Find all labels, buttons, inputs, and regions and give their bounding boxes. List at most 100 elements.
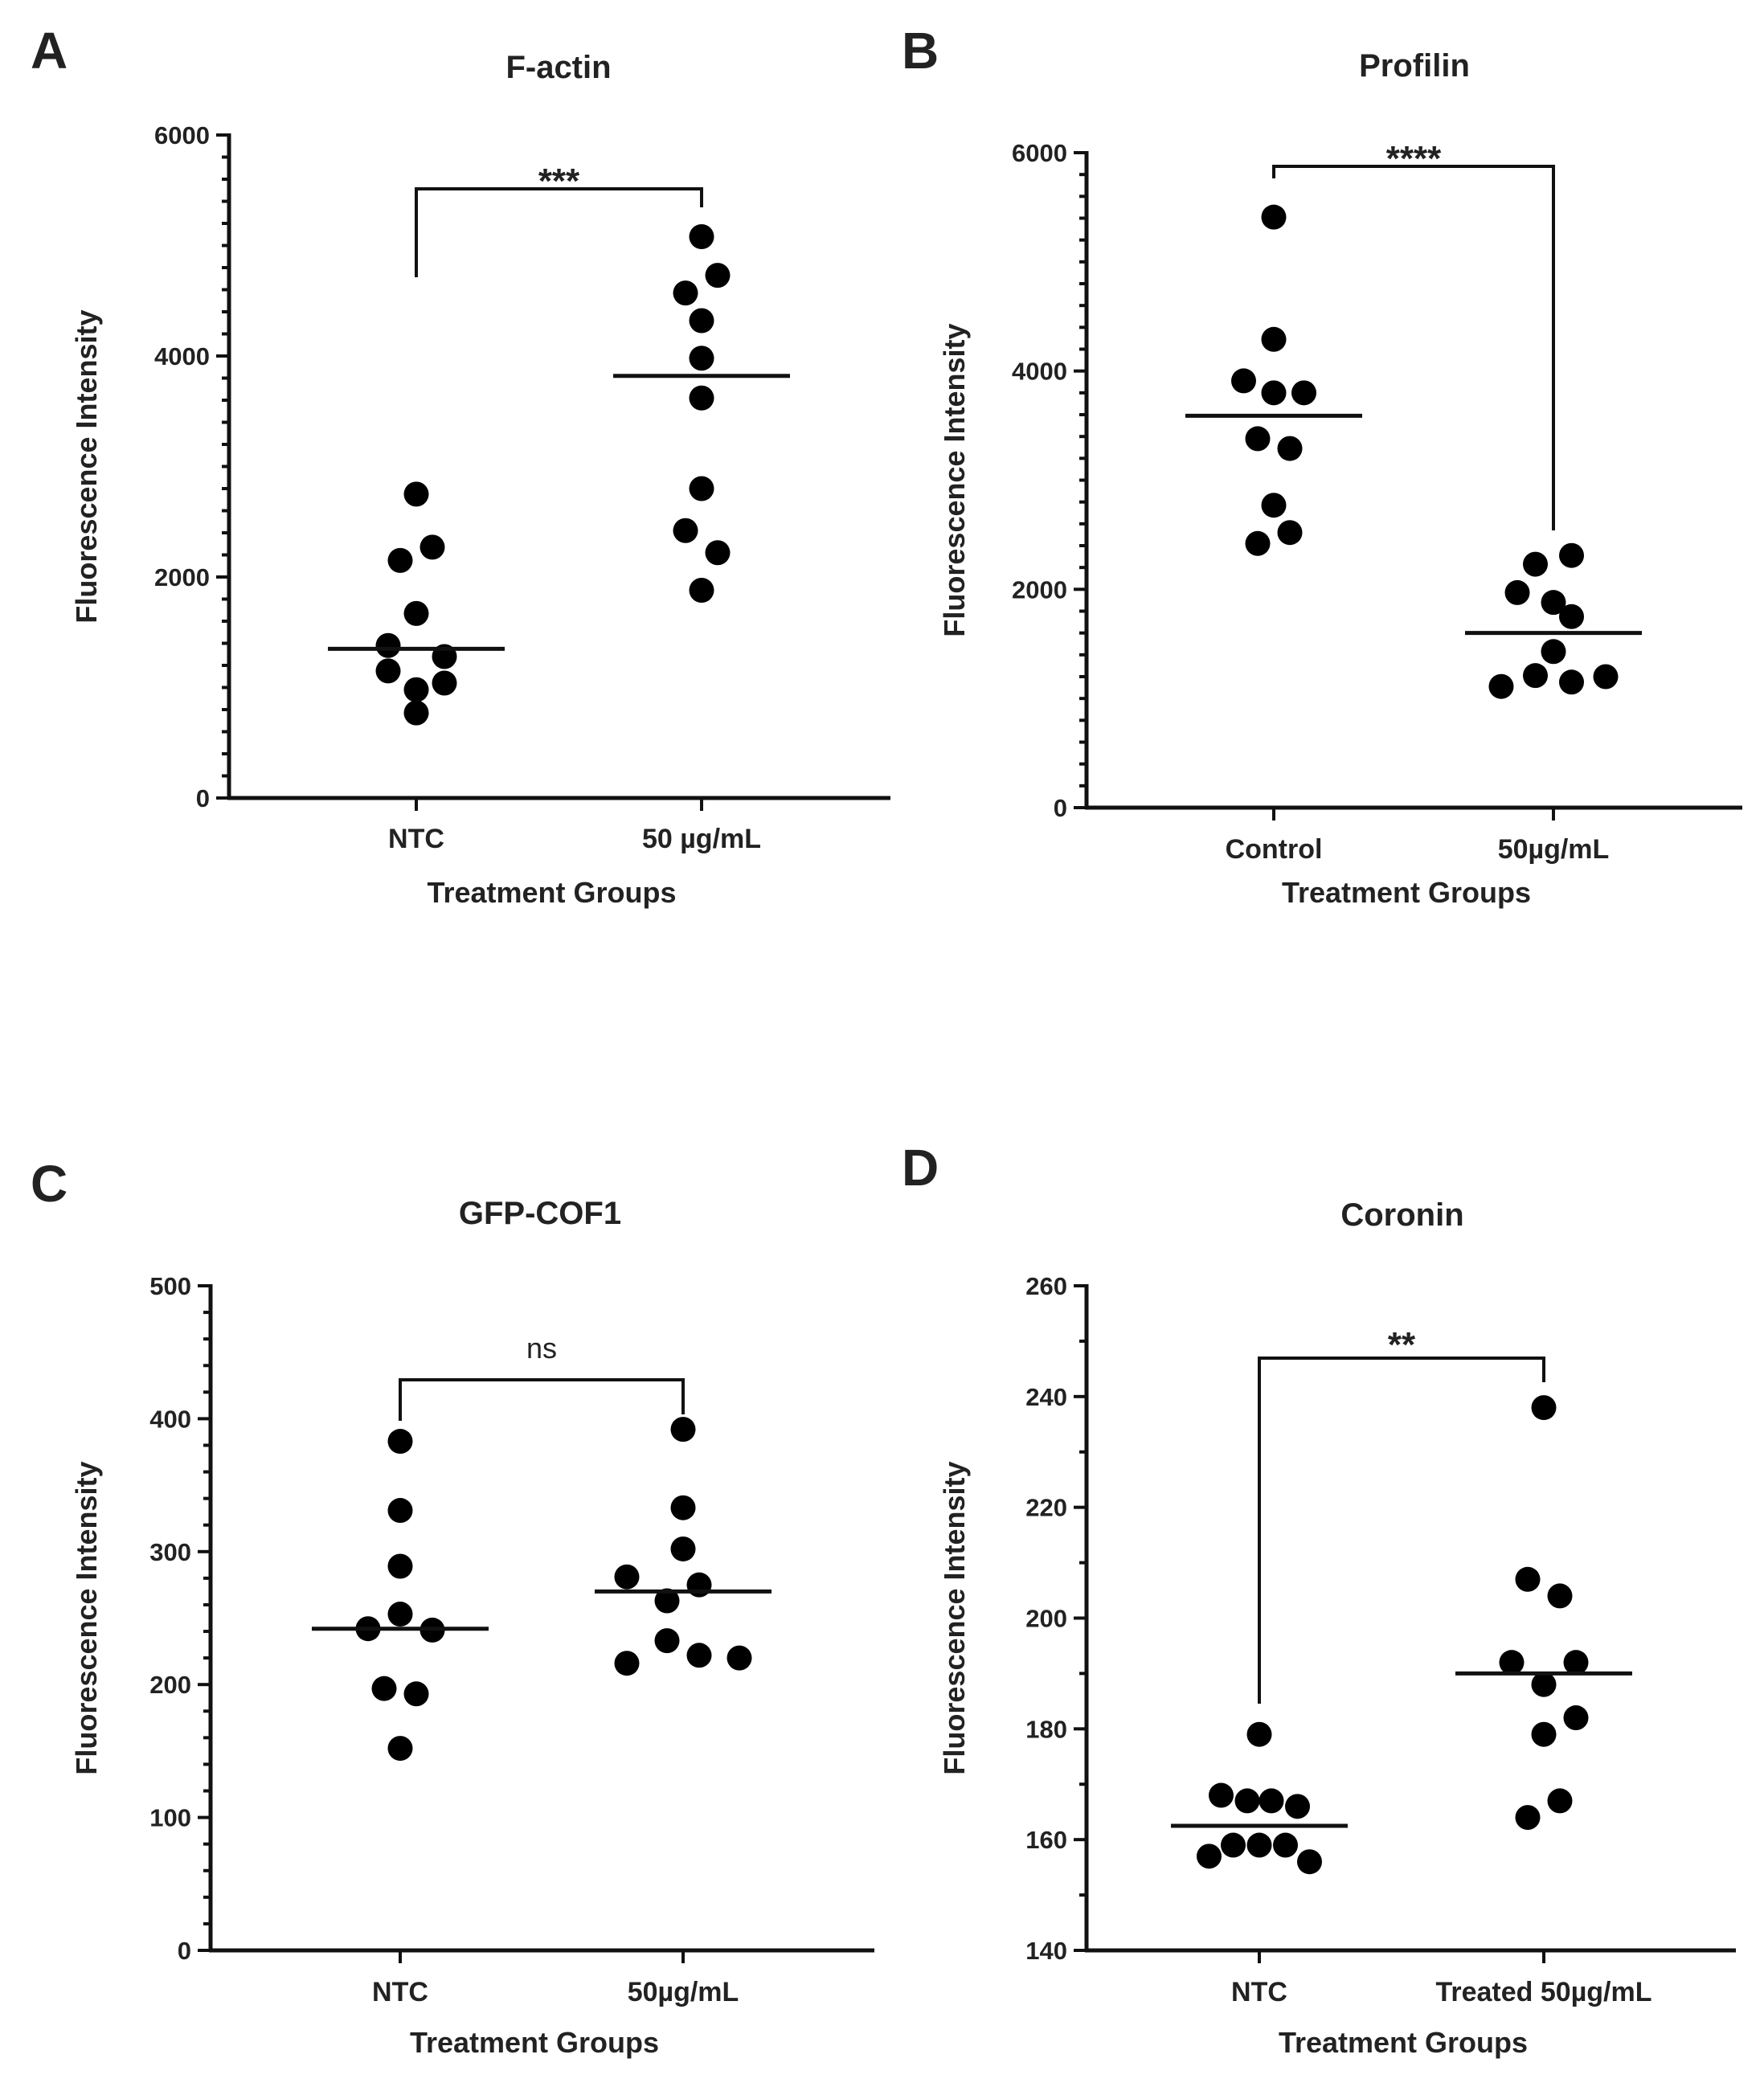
- significance-bracket: [415, 187, 703, 277]
- y-tick-label: 0: [178, 1937, 191, 1965]
- chart-title: Profilin: [1359, 48, 1470, 84]
- y-tick-label: 400: [149, 1405, 191, 1433]
- data-point: [689, 385, 714, 411]
- data-point: [1221, 1832, 1246, 1858]
- data-point: [432, 670, 457, 696]
- y-tick-label: 0: [196, 784, 210, 812]
- x-tick-label: 50 µg/mL: [642, 824, 761, 854]
- chart-title: Coronin: [1340, 1197, 1463, 1233]
- data-point: [1277, 436, 1303, 461]
- y-tick-label: 6000: [154, 121, 210, 149]
- data-point: [689, 308, 714, 334]
- data-point: [689, 224, 714, 249]
- data-point: [1273, 1832, 1298, 1858]
- panel-letter: C: [31, 1155, 68, 1213]
- y-tick-label: 6000: [1012, 139, 1067, 167]
- data-point: [387, 547, 413, 573]
- data-point: [1559, 542, 1584, 568]
- data-point: [689, 578, 714, 603]
- x-tick-label: NTC: [372, 1977, 428, 2007]
- data-point: [614, 1564, 640, 1590]
- data-point: [1515, 1566, 1541, 1592]
- y-tick-label: 2000: [1012, 575, 1067, 604]
- significance-bracket: [399, 1378, 685, 1421]
- data-point: [670, 1495, 696, 1520]
- data-point: [403, 677, 429, 702]
- data-point: [614, 1651, 640, 1676]
- y-tick-label: 200: [149, 1671, 191, 1699]
- data-point: [1523, 551, 1548, 577]
- significance-bracket: [1272, 165, 1555, 530]
- y-tick-label: 0: [1054, 794, 1067, 822]
- x-tick-label: NTC: [388, 824, 444, 854]
- data-point: [1499, 1650, 1525, 1676]
- data-point: [689, 346, 714, 371]
- y-axis-title: Fluorescence Intensity: [70, 1461, 103, 1774]
- panel-letter: B: [902, 22, 939, 80]
- x-axis-title: Treatment Groups: [427, 876, 676, 909]
- x-axis-title: Treatment Groups: [1279, 2026, 1528, 2059]
- data-point: [686, 1643, 712, 1668]
- panel-a: A F-actin 0 2000 4000 6000 NTC 50 µg/mL Treatmen…: [31, 22, 890, 909]
- y-tick-label: 160: [1025, 1826, 1067, 1854]
- data-point: [1488, 673, 1514, 699]
- data-point: [1297, 1849, 1322, 1875]
- data-point: [1246, 1832, 1272, 1858]
- y-axis-title: Fluorescence Intensity: [938, 1461, 971, 1774]
- data-point: [1285, 1794, 1310, 1819]
- panel-letter: A: [31, 22, 68, 80]
- y-tick-label: 4000: [1012, 358, 1067, 386]
- data-point: [375, 658, 401, 684]
- data-point: [1541, 590, 1566, 616]
- y-tick-label: 140: [1025, 1937, 1067, 1965]
- data-point: [420, 534, 445, 560]
- data-point: [1261, 326, 1287, 352]
- data-point: [1277, 520, 1303, 546]
- data-point: [1234, 1788, 1260, 1814]
- data-point: [670, 1536, 696, 1561]
- y-tick-label: 4000: [154, 342, 210, 370]
- x-tick-label: Control: [1226, 834, 1323, 865]
- data-point: [705, 263, 731, 288]
- significance-label: ns: [526, 1332, 557, 1365]
- data-point: [1559, 669, 1584, 695]
- y-tick-label: 100: [149, 1804, 191, 1832]
- y-tick-label: 500: [149, 1272, 191, 1300]
- data-point: [1531, 1721, 1557, 1747]
- data-point: [1541, 639, 1566, 665]
- data-point: [1245, 426, 1271, 452]
- data-point: [403, 600, 429, 626]
- data-point: [654, 1628, 680, 1654]
- data-point: [1261, 204, 1287, 230]
- data-point: [654, 1588, 680, 1614]
- data-point: [686, 1572, 712, 1598]
- data-point: [387, 1553, 413, 1579]
- data-point: [1523, 663, 1548, 689]
- data-point: [403, 481, 429, 507]
- data-point: [1559, 604, 1584, 629]
- data-point: [1231, 368, 1256, 394]
- data-point: [371, 1676, 397, 1701]
- data-point: [1504, 579, 1530, 605]
- data-point: [1261, 493, 1287, 518]
- x-tick-label: 50µg/mL: [1498, 834, 1610, 865]
- data-point: [1593, 664, 1619, 690]
- data-point: [689, 476, 714, 501]
- data-point: [403, 1681, 429, 1707]
- y-tick-label: 2000: [154, 563, 210, 591]
- x-tick-label: Treated 50µg/mL: [1435, 1977, 1651, 2007]
- y-tick-label: 180: [1025, 1715, 1067, 1743]
- data-point: [726, 1645, 752, 1671]
- chart-title: F-actin: [505, 50, 611, 85]
- data-point: [1261, 380, 1287, 406]
- significance-label: ****: [1386, 139, 1442, 178]
- data-point: [387, 1429, 413, 1455]
- data-point: [1547, 1583, 1573, 1609]
- data-point: [1547, 1788, 1573, 1814]
- panel-b: B Profilin 0 2000 4000 6000 Control 50µg/mL Trea…: [902, 22, 1742, 909]
- data-point: [1531, 1395, 1557, 1421]
- data-point: [1531, 1672, 1557, 1697]
- data-point: [1197, 1844, 1222, 1869]
- data-point: [1563, 1705, 1589, 1731]
- panel-c: C GFP-COF1 0 100 200 300 400 500 NTC 50µg/mL Treat…: [31, 1155, 874, 2059]
